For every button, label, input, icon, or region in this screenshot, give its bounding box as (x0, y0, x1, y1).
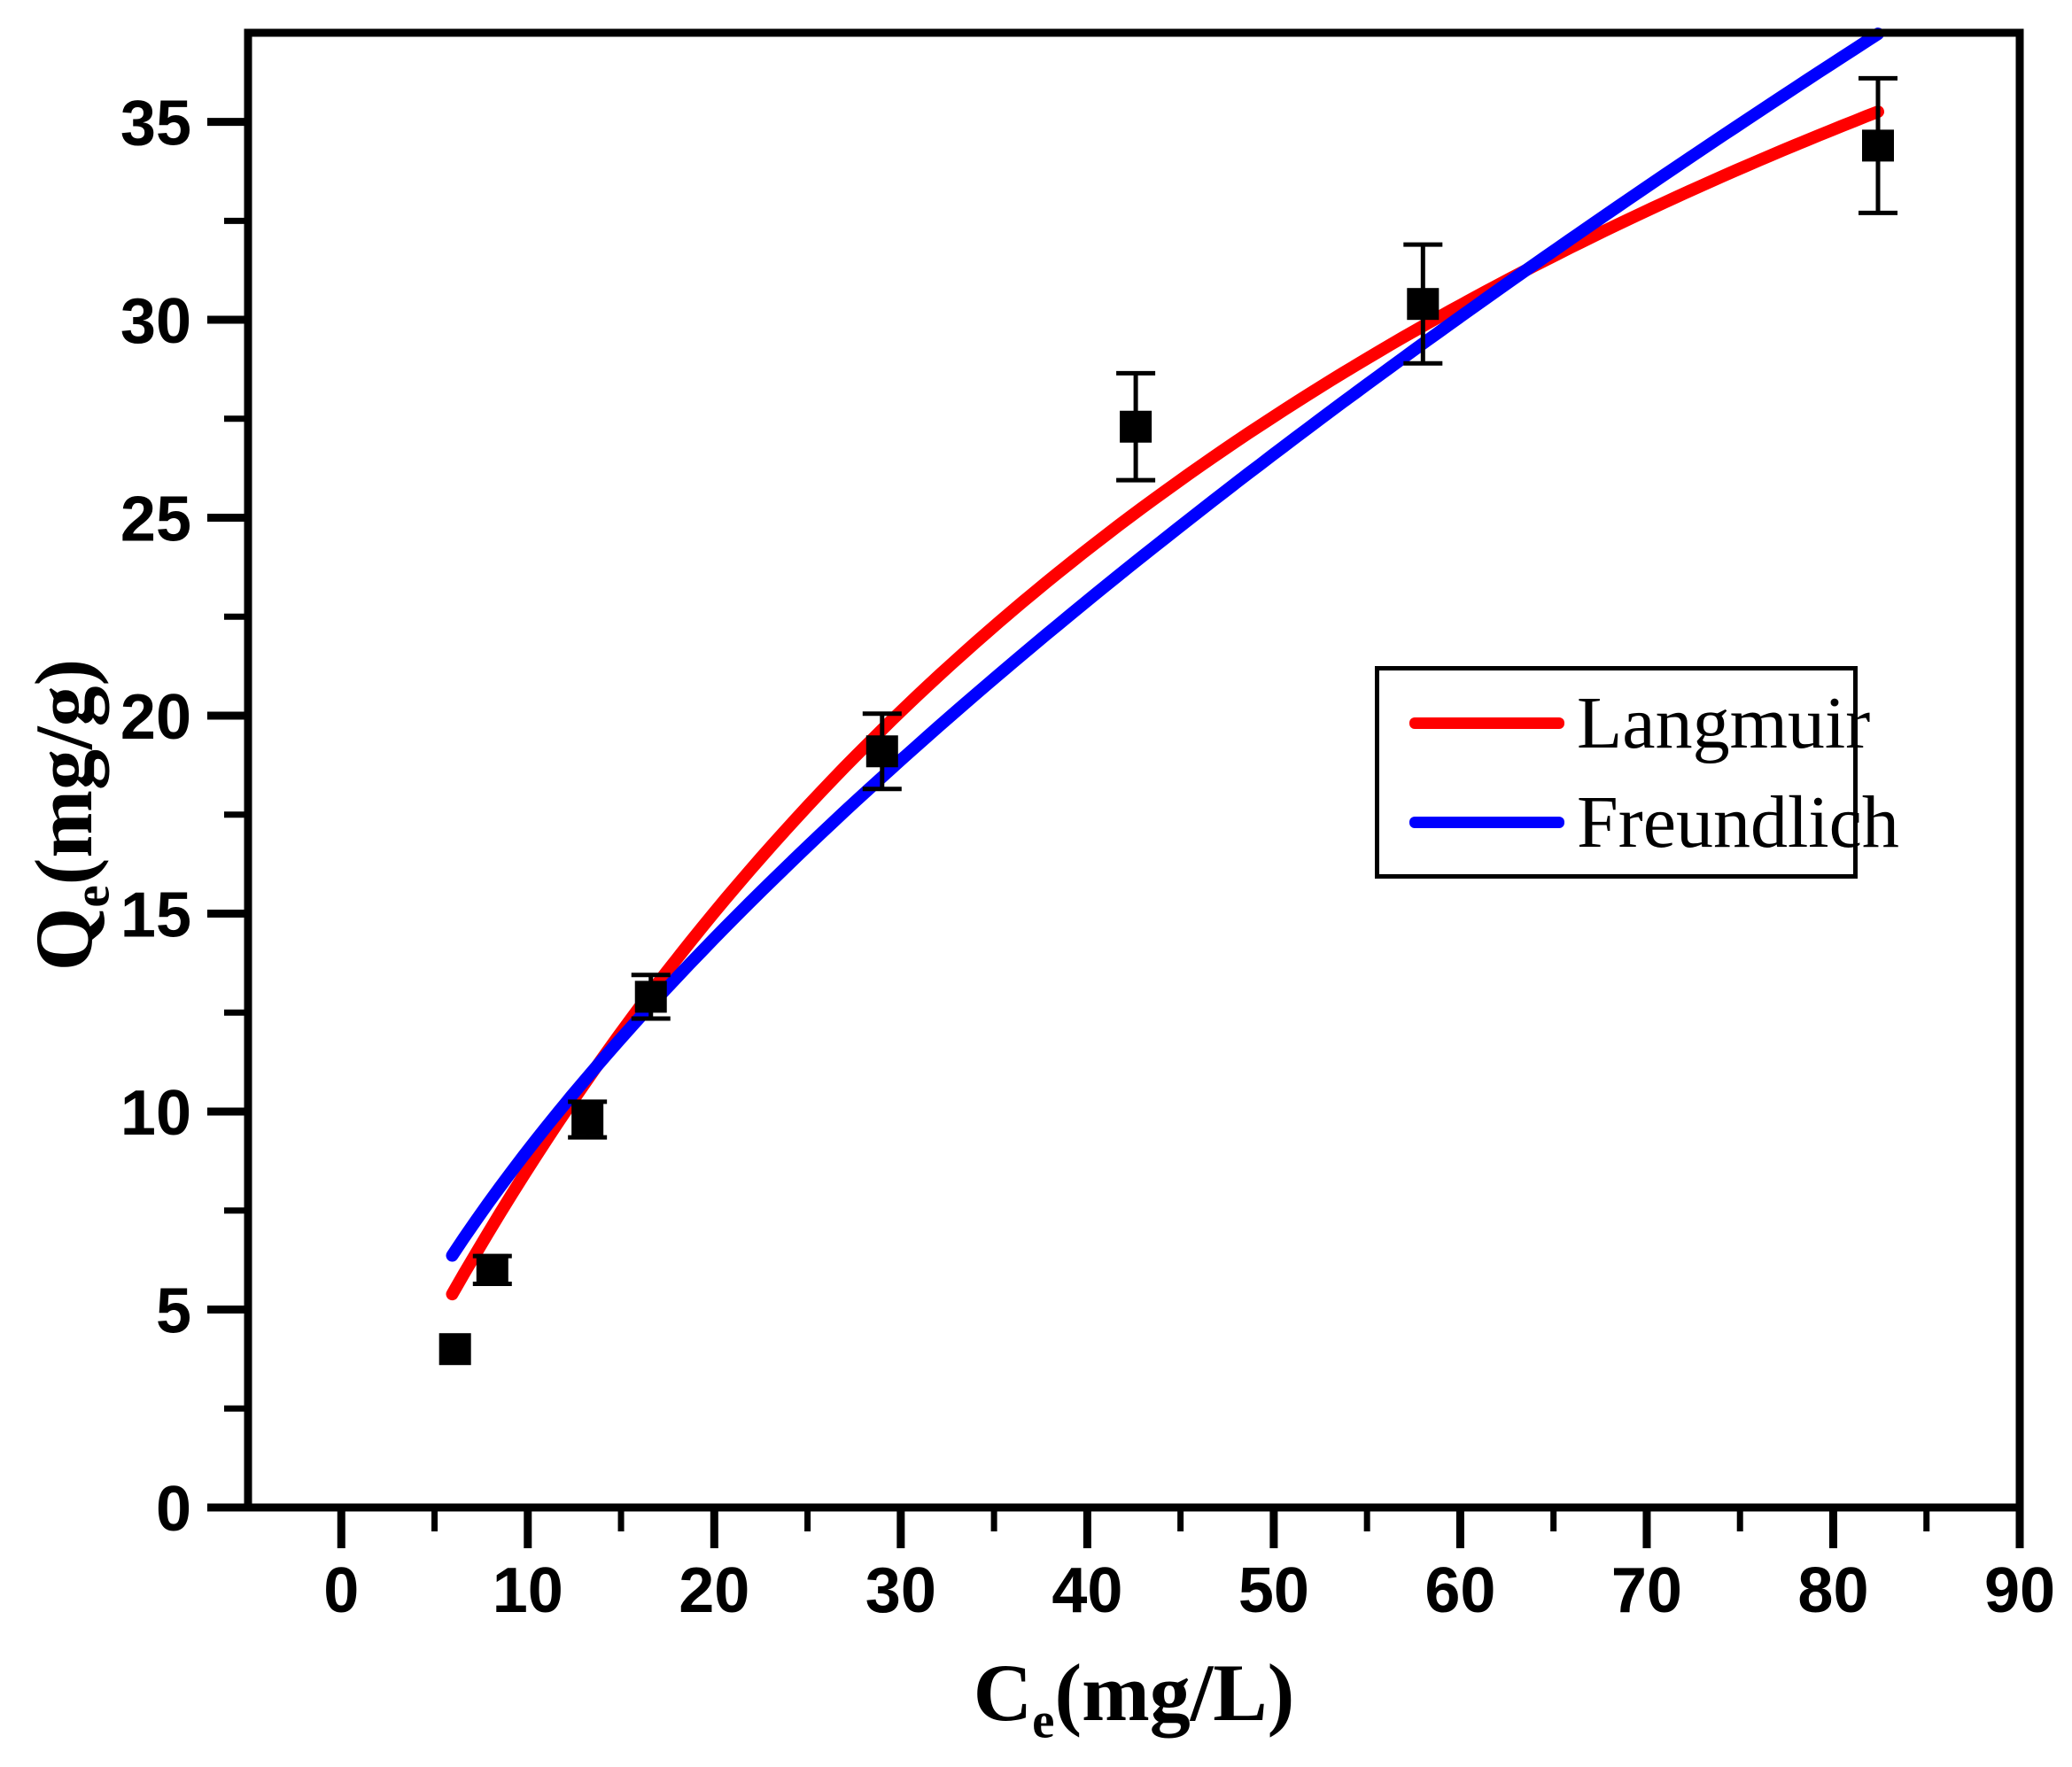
data-point (634, 980, 667, 1013)
x-axis-title: Ce(mg/L) (973, 1646, 1295, 1746)
y-tick-label: 10 (120, 1078, 191, 1149)
y-tick-label: 25 (120, 484, 191, 555)
freundlich-fit-curve (446, 27, 1884, 1262)
freundlich-line-swatch (1409, 816, 1564, 828)
x-tick-label: 80 (1797, 1555, 1868, 1626)
x-tick-label: 70 (1611, 1555, 1682, 1626)
x-tick-label: 60 (1424, 1555, 1495, 1626)
x-axis-title-sub: e (1032, 1693, 1055, 1749)
x-axis-title-base: C (973, 1647, 1033, 1738)
y-axis-title: Qe(mg/g) (17, 658, 120, 972)
y-tick-label: 15 (120, 880, 191, 951)
y-tick-label: 20 (120, 682, 191, 753)
x-tick-label: 20 (679, 1555, 749, 1626)
legend: Langmuir Freundlich (1375, 666, 1899, 879)
x-tick-label: 0 (323, 1555, 359, 1626)
data-point (571, 1103, 604, 1135)
y-axis-title-unit: (mg/g) (19, 658, 109, 886)
x-tick-label: 90 (1984, 1555, 2055, 1626)
data-point (476, 1253, 508, 1286)
y-tick-label: 35 (120, 89, 191, 159)
x-axis-title-unit: (mg/L) (1054, 1647, 1295, 1738)
data-point (1120, 410, 1152, 443)
data-point (438, 1333, 471, 1366)
x-tick-label: 50 (1238, 1555, 1309, 1626)
x-tick-label: 30 (865, 1555, 936, 1626)
langmuir-fit-curve (446, 105, 1884, 1301)
y-tick-label: 0 (156, 1474, 191, 1545)
y-axis-title-base: Q (19, 907, 109, 972)
legend-row-freundlich: Freundlich (1379, 781, 1899, 864)
y-tick-label: 5 (156, 1276, 191, 1347)
plot-frame (244, 28, 2024, 1512)
y-tick-label: 30 (120, 286, 191, 357)
data-point (865, 735, 898, 768)
legend-label-langmuir: Langmuir (1577, 681, 1871, 764)
x-tick-label: 10 (493, 1555, 563, 1626)
y-axis-title-sub: e (64, 885, 120, 908)
legend-label-freundlich: Freundlich (1577, 780, 1899, 864)
data-point (1862, 129, 1894, 162)
x-tick-label: 40 (1052, 1555, 1122, 1626)
legend-row-langmuir: Langmuir (1379, 682, 1870, 764)
langmuir-line-swatch (1409, 717, 1564, 729)
data-point (1407, 288, 1440, 321)
